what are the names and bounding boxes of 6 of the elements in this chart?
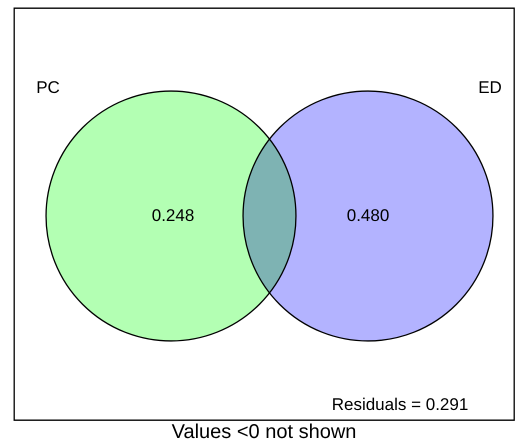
text: Residuals = 0.291 (332, 395, 468, 414)
data-label: 0.248 (152, 206, 194, 225)
category-label: ED (478, 78, 502, 97)
category-label: PC (36, 78, 60, 97)
text: Values <0 not shown (172, 421, 356, 443)
data-label: 0.480 (346, 206, 390, 225)
